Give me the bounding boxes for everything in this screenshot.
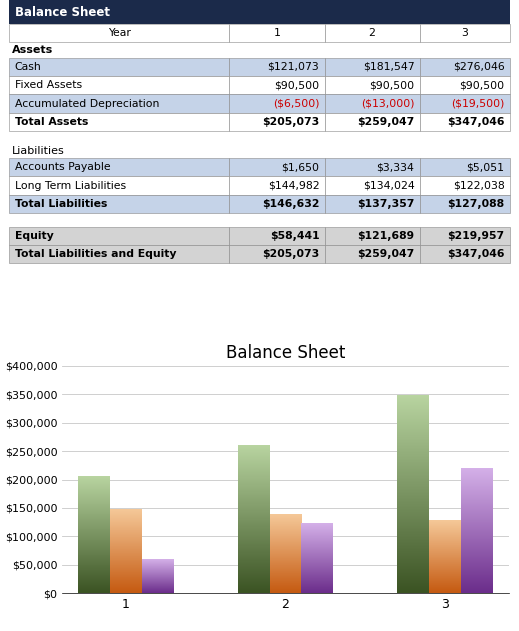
Bar	[324, 57, 419, 76]
Text: $3,334: $3,334	[377, 162, 414, 172]
Bar	[9, 158, 229, 176]
Text: $144,982: $144,982	[268, 180, 319, 191]
Bar	[324, 158, 419, 176]
Bar	[9, 245, 229, 263]
Bar	[419, 245, 510, 263]
Bar	[324, 24, 419, 42]
Text: $181,547: $181,547	[363, 62, 414, 72]
Text: $122,038: $122,038	[453, 180, 504, 191]
Bar	[9, 0, 229, 24]
Text: $90,500: $90,500	[274, 80, 319, 90]
Text: Year: Year	[108, 28, 131, 38]
Bar	[324, 176, 419, 195]
Bar	[9, 195, 229, 213]
Text: $134,024: $134,024	[363, 180, 414, 191]
Bar	[324, 76, 419, 95]
Bar	[229, 0, 324, 24]
Bar	[419, 176, 510, 195]
Text: $219,957: $219,957	[447, 231, 504, 240]
Bar	[9, 95, 229, 113]
Bar	[229, 245, 324, 263]
Text: $146,632: $146,632	[262, 199, 319, 209]
Bar	[229, 158, 324, 176]
Text: $259,047: $259,047	[357, 249, 414, 259]
Bar	[419, 24, 510, 42]
Title: Balance Sheet: Balance Sheet	[226, 344, 345, 362]
Text: $5,051: $5,051	[467, 162, 504, 172]
Text: Accounts Payable: Accounts Payable	[15, 162, 110, 172]
Text: Long Term Liabilities: Long Term Liabilities	[15, 180, 126, 191]
Bar	[419, 57, 510, 76]
Text: $276,046: $276,046	[453, 62, 504, 72]
Text: Accumulated Depreciation: Accumulated Depreciation	[15, 98, 159, 109]
Text: Fixed Assets: Fixed Assets	[15, 80, 81, 90]
Bar	[419, 113, 510, 131]
Bar	[229, 57, 324, 76]
Text: $259,047: $259,047	[357, 117, 414, 127]
Bar	[419, 0, 510, 24]
Text: $58,441: $58,441	[270, 231, 319, 240]
Text: 2: 2	[368, 28, 376, 38]
Bar	[419, 195, 510, 213]
Bar	[229, 195, 324, 213]
Text: Total Assets: Total Assets	[15, 117, 88, 127]
Bar	[324, 227, 419, 245]
Bar	[9, 227, 229, 245]
Text: $127,088: $127,088	[447, 199, 504, 209]
Bar	[324, 113, 419, 131]
Bar	[324, 195, 419, 213]
Bar	[9, 113, 229, 131]
Text: Total Liabilities and Equity: Total Liabilities and Equity	[15, 249, 176, 259]
Bar	[229, 227, 324, 245]
Text: $205,073: $205,073	[262, 117, 319, 127]
Text: ($13,000): ($13,000)	[361, 98, 414, 109]
Text: $347,046: $347,046	[447, 249, 504, 259]
Bar	[229, 24, 324, 42]
Bar	[419, 95, 510, 113]
Bar	[9, 24, 229, 42]
Text: ($19,500): ($19,500)	[451, 98, 504, 109]
Bar	[229, 176, 324, 195]
Bar	[419, 158, 510, 176]
Bar	[324, 95, 419, 113]
Text: Liabilities: Liabilities	[12, 146, 65, 156]
Text: $205,073: $205,073	[262, 249, 319, 259]
Text: $121,689: $121,689	[357, 231, 414, 240]
Text: Assets: Assets	[12, 45, 53, 55]
Text: $121,073: $121,073	[268, 62, 319, 72]
Text: $347,046: $347,046	[447, 117, 504, 127]
Text: Balance Sheet: Balance Sheet	[15, 6, 110, 18]
Bar	[229, 113, 324, 131]
Text: $137,357: $137,357	[357, 199, 414, 209]
Bar	[324, 245, 419, 263]
Bar	[9, 57, 229, 76]
Text: Cash: Cash	[15, 62, 42, 72]
Bar	[324, 0, 419, 24]
Text: 1: 1	[274, 28, 280, 38]
Text: ($6,500): ($6,500)	[273, 98, 319, 109]
Bar	[229, 76, 324, 95]
Bar	[9, 76, 229, 95]
Bar	[419, 76, 510, 95]
Text: Total Liabilities: Total Liabilities	[15, 199, 107, 209]
Bar	[9, 176, 229, 195]
Text: $1,650: $1,650	[281, 162, 319, 172]
Bar	[419, 227, 510, 245]
Text: 3: 3	[461, 28, 468, 38]
Text: $90,500: $90,500	[370, 80, 414, 90]
Text: Equity: Equity	[15, 231, 53, 240]
Bar	[229, 95, 324, 113]
Text: $90,500: $90,500	[459, 80, 504, 90]
